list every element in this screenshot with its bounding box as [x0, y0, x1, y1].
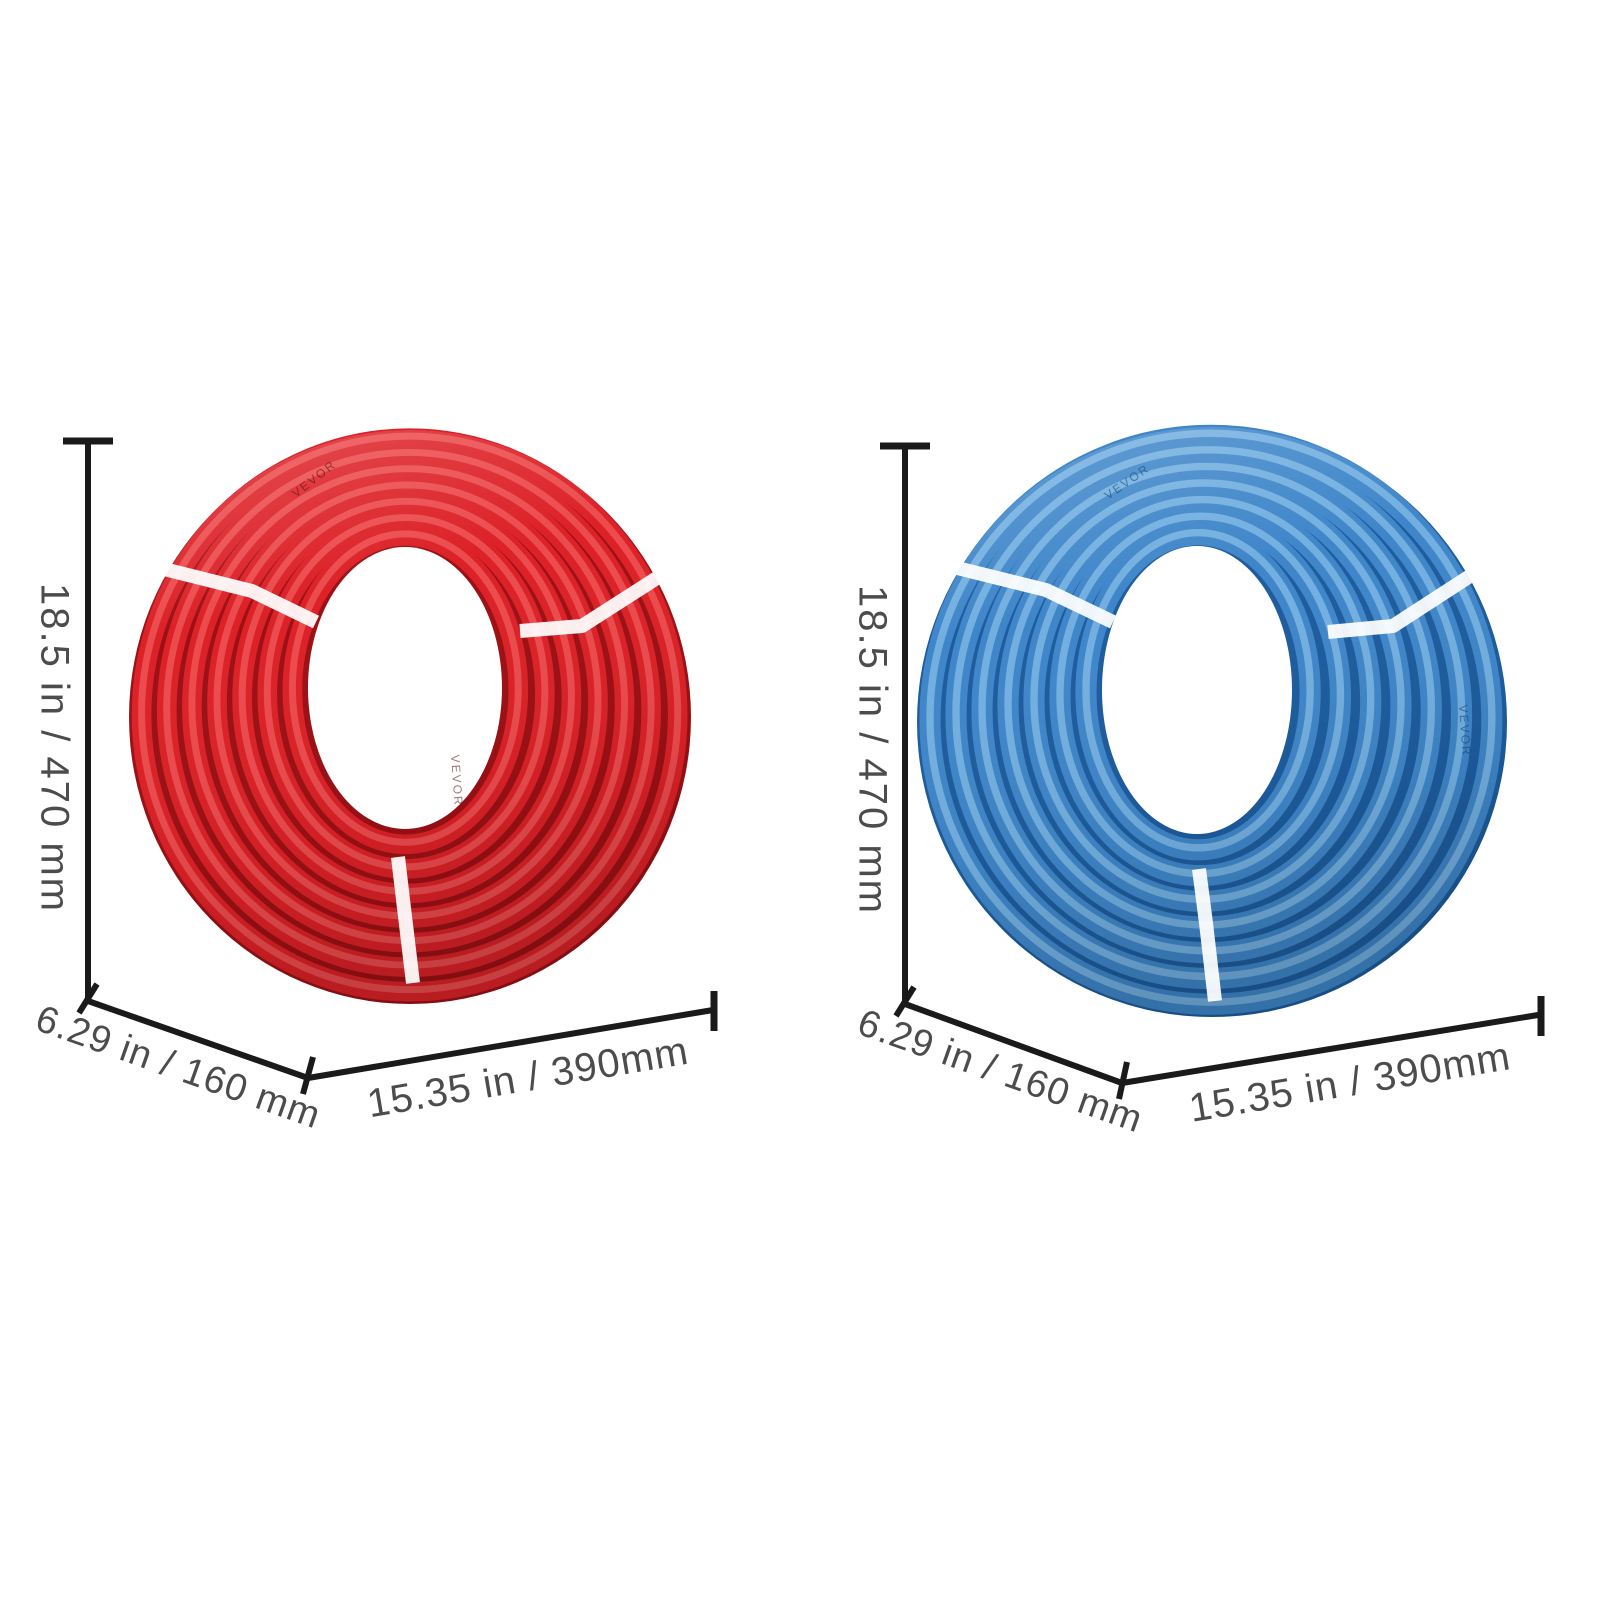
tube-marking-text: VEVOR	[1456, 704, 1474, 757]
depth-dimension-line	[87, 998, 309, 1081]
blue-coil-dimension-lines	[880, 442, 1545, 1100]
depth-dimension-line	[903, 1001, 1124, 1086]
tick-mark	[893, 985, 917, 1018]
coil-hole	[308, 547, 502, 829]
width-dimension-line	[307, 1007, 714, 1081]
red-coil-height-label: 18.5 in / 470 mm	[32, 583, 77, 913]
packing-strap	[1327, 570, 1474, 639]
tube-marking-text: VEVOR	[448, 754, 466, 807]
packing-strap	[1192, 868, 1222, 1002]
packing-strap	[939, 557, 1117, 629]
blue-coil-height-label: 18.5 in / 470 mm	[850, 585, 895, 915]
packing-strap	[391, 856, 420, 984]
packing-strap	[150, 559, 320, 629]
packing-strap	[519, 570, 664, 638]
width-dimension-line	[1121, 1012, 1539, 1086]
red-coil-dimension-lines	[63, 437, 718, 1095]
tick-mark	[76, 982, 100, 1015]
coil-hole	[1102, 546, 1292, 834]
